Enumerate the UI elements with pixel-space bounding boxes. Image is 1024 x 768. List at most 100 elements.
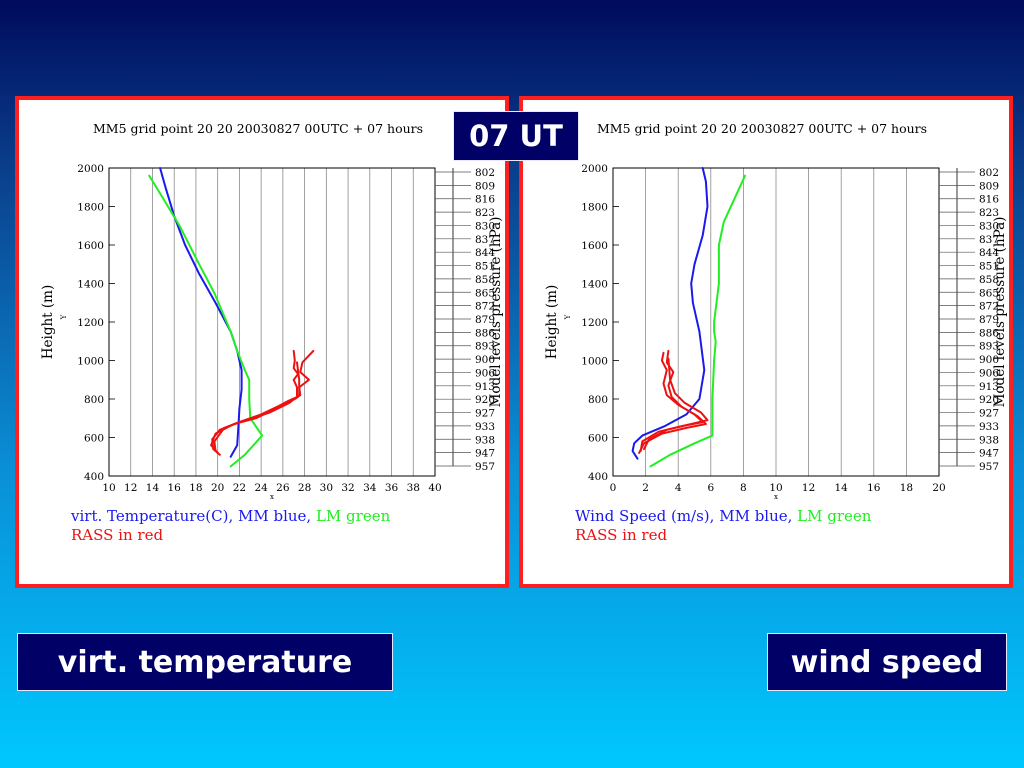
legend-entry: Wind Speed (m/s), xyxy=(575,507,714,525)
pressure-level-label: 900 xyxy=(979,354,999,366)
temperature-caption: virt. temperature xyxy=(17,633,393,691)
x-tick-label: 20 xyxy=(211,482,224,494)
x-tick-label: 4 xyxy=(675,482,682,494)
series-line xyxy=(639,351,704,452)
legend-entry: virt. Temperature(C), xyxy=(70,507,233,525)
pressure-level-label: 865 xyxy=(475,287,495,299)
series-line xyxy=(643,357,709,451)
pressure-level-label: 957 xyxy=(475,461,495,473)
x-tick-label: 8 xyxy=(740,482,747,494)
y-tick-label: 600 xyxy=(588,433,608,445)
pressure-level-label: 927 xyxy=(475,408,495,420)
legend-entry: MM blue, xyxy=(233,507,311,525)
y-tick-label: 1600 xyxy=(77,240,104,252)
pressure-level-label: 816 xyxy=(979,194,999,206)
y-axis-title: Height (m) xyxy=(40,285,56,359)
pressure-level-label: 802 xyxy=(979,167,999,179)
legend-line-2: RASS in red xyxy=(575,526,667,544)
y-tick-label: 1000 xyxy=(581,356,608,368)
series-line xyxy=(638,349,707,454)
x-tick-label: 32 xyxy=(341,482,354,494)
x-tick-label: 14 xyxy=(835,482,849,494)
x-tick-label: 28 xyxy=(298,482,311,494)
x-tick-label: 16 xyxy=(867,482,881,494)
x-tick-label: 0 xyxy=(610,482,617,494)
x-tick-label: 20 xyxy=(932,482,945,494)
chart-panel-temperature: MM5 grid point 20 20 20030827 00UTC + 07… xyxy=(15,96,509,588)
x-axis-mark: x xyxy=(270,493,274,501)
legend-entry: LM green xyxy=(792,507,871,525)
pressure-level-label: 844 xyxy=(475,247,495,259)
series-line xyxy=(631,167,709,460)
pressure-level-label: 879 xyxy=(979,314,999,326)
series-line xyxy=(159,167,243,458)
y-axis-title: Height (m) xyxy=(544,285,560,359)
pressure-level-label: 851 xyxy=(979,261,999,273)
x-tick-label: 10 xyxy=(769,482,782,494)
y-tick-label: 1200 xyxy=(77,317,104,329)
pressure-level-label: 920 xyxy=(475,394,495,406)
wind-speed-caption: wind speed xyxy=(767,633,1007,691)
pressure-level-label: 837 xyxy=(475,234,495,246)
x-tick-label: 12 xyxy=(802,482,815,494)
pressure-level-label: 865 xyxy=(979,287,999,299)
x-tick-label: 14 xyxy=(146,482,160,494)
pressure-level-label: 906 xyxy=(475,367,495,379)
y-tick-label: 800 xyxy=(84,394,104,406)
pressure-level-label: 947 xyxy=(475,448,495,460)
legend-entry: LM green xyxy=(311,507,390,525)
y-tick-label: 1200 xyxy=(581,317,608,329)
y-tick-label: 1400 xyxy=(581,279,608,291)
plot-frame xyxy=(108,167,436,477)
pressure-level-label: 830 xyxy=(475,220,495,232)
y-tick-label: 1400 xyxy=(77,279,104,291)
pressure-level-label: 886 xyxy=(475,327,495,339)
legend-line-1: virt. Temperature(C), MM blue, LM green xyxy=(70,507,391,525)
x-tick-label: 30 xyxy=(320,482,333,494)
x-tick-label: 36 xyxy=(385,482,399,494)
pressure-level-label: 858 xyxy=(475,274,495,286)
x-tick-label: 38 xyxy=(407,482,420,494)
y-tick-label: 1000 xyxy=(77,356,104,368)
x-tick-label: 26 xyxy=(276,482,290,494)
pressure-level-label: 947 xyxy=(979,448,999,460)
pressure-level-label: 933 xyxy=(475,421,495,433)
wind-speed-chart: MM5 grid point 20 20 20030827 00UTC + 07… xyxy=(544,121,1008,544)
pressure-axis-title: Model levels pressure (hPa) xyxy=(992,217,1008,408)
y-tick-label: 800 xyxy=(588,394,608,406)
legend-entry: MM blue, xyxy=(714,507,792,525)
pressure-level-label: 913 xyxy=(979,381,999,393)
pressure-level-label: 823 xyxy=(979,207,999,219)
x-tick-label: 40 xyxy=(428,482,441,494)
pressure-level-label: 844 xyxy=(979,247,999,259)
y-tick-label: 400 xyxy=(588,471,608,483)
pressure-level-label: 823 xyxy=(475,207,495,219)
pressure-level-label: 802 xyxy=(475,167,495,179)
legend-line-2: RASS in red xyxy=(71,526,163,544)
y-tick-label: 600 xyxy=(84,433,104,445)
pressure-level-label: 938 xyxy=(979,434,999,446)
pressure-level-label: 920 xyxy=(979,394,999,406)
pressure-level-label: 933 xyxy=(979,421,999,433)
pressure-level-label: 893 xyxy=(475,341,495,353)
chart-panel-wind-speed: MM5 grid point 20 20 20030827 00UTC + 07… xyxy=(519,96,1013,588)
pressure-level-label: 906 xyxy=(979,367,999,379)
y-tick-label: 400 xyxy=(84,471,104,483)
chart-title: MM5 grid point 20 20 20030827 00UTC + 07… xyxy=(93,121,423,136)
pressure-level-label: 900 xyxy=(475,354,495,366)
y-axis-mark: Y xyxy=(60,314,68,320)
time-badge: 07 UT xyxy=(453,111,579,161)
pressure-level-label: 837 xyxy=(979,234,999,246)
y-tick-label: 2000 xyxy=(581,163,608,175)
x-tick-label: 18 xyxy=(900,482,913,494)
pressure-level-label: 957 xyxy=(979,461,999,473)
pressure-level-label: 913 xyxy=(475,381,495,393)
pressure-level-label: 893 xyxy=(979,341,999,353)
series-line xyxy=(649,174,746,468)
legend-line-1: Wind Speed (m/s), MM blue, LM green xyxy=(575,507,872,525)
pressure-level-label: 872 xyxy=(475,301,495,313)
y-tick-label: 2000 xyxy=(77,163,104,175)
pressure-level-label: 872 xyxy=(979,301,999,313)
pressure-level-label: 938 xyxy=(475,434,495,446)
x-axis-mark: x xyxy=(774,493,778,501)
